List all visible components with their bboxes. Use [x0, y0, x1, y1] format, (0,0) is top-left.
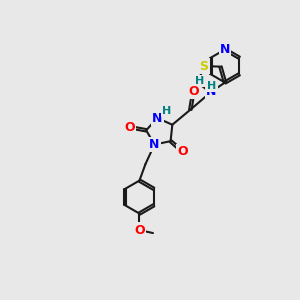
Text: N: N: [220, 43, 230, 56]
Text: H: H: [195, 76, 204, 86]
Text: H: H: [207, 81, 216, 91]
Text: O: O: [124, 121, 135, 134]
Text: S: S: [200, 60, 208, 73]
Text: O: O: [134, 224, 145, 237]
Text: H: H: [162, 106, 171, 116]
Text: N: N: [149, 138, 160, 151]
Text: O: O: [177, 145, 188, 158]
Text: N: N: [152, 112, 162, 124]
Text: O: O: [188, 85, 199, 98]
Text: N: N: [206, 85, 217, 98]
